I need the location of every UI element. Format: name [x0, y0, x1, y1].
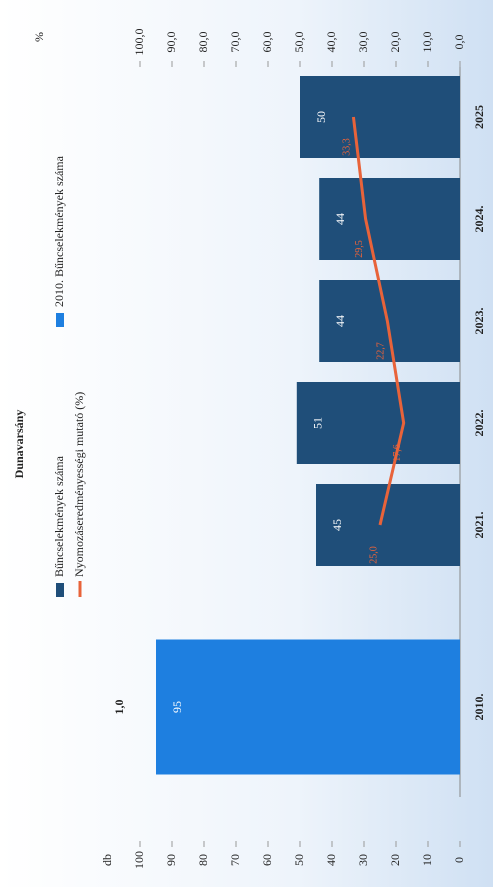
line-value-label: 29,5	[354, 240, 365, 258]
bar-value-label: 44	[333, 315, 347, 327]
x-tick-label: 2010.	[472, 694, 486, 721]
legend-label: 2010. Bűncselekmények száma	[52, 155, 66, 307]
y-tick-label: 100	[132, 851, 146, 869]
y2-tick-label: 10,0	[420, 32, 434, 53]
y2-axis-label: %	[32, 32, 46, 42]
bar-value-label: 50	[314, 111, 328, 123]
bar-value-label: 45	[330, 519, 344, 531]
y-tick-label: 10	[420, 854, 434, 866]
legend-swatch	[56, 583, 64, 597]
x-tick-label: 2021.	[472, 512, 486, 539]
line-value-label: 33,3	[342, 138, 353, 156]
y-tick-label: 60	[260, 854, 274, 866]
y2-tick-label: 50,0	[292, 32, 306, 53]
rotated-chart: Dunavarsány db % 1,0 0 10 20 30 40 50 60 70 80 90…	[12, 29, 486, 870]
legend-swatch	[56, 313, 64, 327]
legend-label: Nyomozáseredményességi mutató (%)	[72, 392, 86, 577]
bar	[319, 280, 461, 362]
x-tick-label: 2024.	[472, 206, 486, 233]
y2-tick-label: 40,0	[324, 32, 338, 53]
bar-value-label: 51	[311, 417, 325, 429]
y2-tick-label: 0,0	[452, 35, 466, 50]
x-tick-label: 2023.	[472, 308, 486, 335]
line	[351, 116, 406, 526]
y-tick-label: 50	[292, 854, 306, 866]
bar	[296, 382, 460, 464]
y2-tick-label: 80,0	[196, 32, 210, 53]
bar	[316, 484, 460, 566]
y2-tick-label: 100,0	[132, 29, 146, 56]
y2-tick-label: 60,0	[260, 32, 274, 53]
y-tick-label: 90	[164, 854, 178, 866]
y2-tick-label: 30,0	[356, 32, 370, 53]
y-tick-label: 70	[228, 854, 242, 866]
bar-value-label: 44	[333, 213, 347, 225]
y-tick-label: 80	[196, 854, 210, 866]
y-tick-label: 40	[324, 854, 338, 866]
legend-label: Bűncselekmények száma	[52, 455, 66, 577]
y-tick-label: 0	[452, 857, 466, 863]
y-axis-label: db	[100, 854, 114, 866]
x-tick-label: 2025	[472, 105, 486, 129]
y-tick-label: 20	[388, 854, 402, 866]
line-value-label: 25,0	[368, 546, 379, 564]
bar	[156, 639, 460, 775]
line-value-label: 17,6	[392, 444, 403, 462]
annotation: 1,0	[112, 700, 126, 715]
bar	[300, 76, 460, 158]
y2-tick-label: 70,0	[228, 32, 242, 53]
bar	[319, 178, 461, 260]
line-value-label: 22,7	[376, 342, 387, 360]
y2-tick-label: 20,0	[388, 32, 402, 53]
x-tick-label: 2022.	[472, 410, 486, 437]
y2-tick-label: 90,0	[164, 32, 178, 53]
y-tick-label: 30	[356, 854, 370, 866]
bar-value-label: 95	[170, 701, 184, 713]
chart-title: Dunavarsány	[12, 410, 26, 479]
